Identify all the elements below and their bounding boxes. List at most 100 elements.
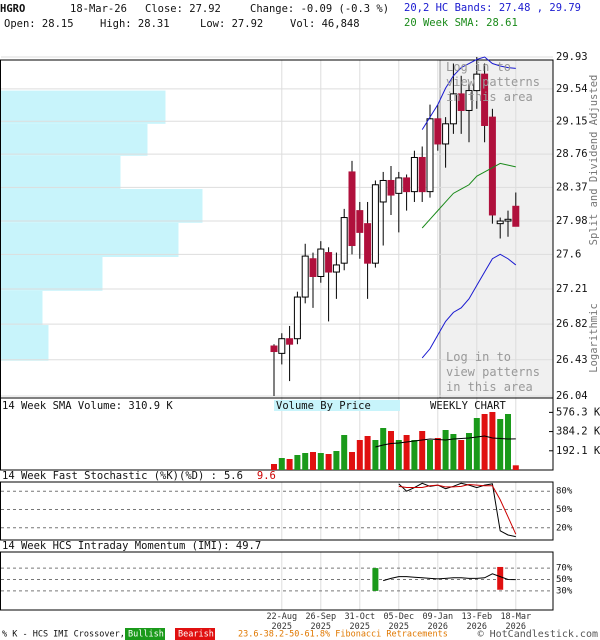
candle-body <box>426 118 434 193</box>
band-upper <box>421 56 516 130</box>
x-tick-label: 09-Jan 2026 <box>422 612 454 632</box>
volume: Vol: 46,848 <box>290 18 360 30</box>
y-tick-label: 28.76 <box>556 148 588 160</box>
x-tick-label: 26-Sep 2025 <box>305 612 337 632</box>
pattern-notice: Log in to view patterns in this area <box>446 60 540 104</box>
y-tick-label: 70% <box>556 564 573 574</box>
candle-body <box>317 248 325 277</box>
candle-body <box>457 93 465 111</box>
x-tick-label: 18-Mar 2026 <box>500 612 532 632</box>
scale-label: Logarithmic <box>588 303 600 373</box>
candle-body <box>270 345 278 353</box>
legend-prefix: % K - HCS IMI Crossover, <box>2 630 125 640</box>
volume-bar <box>442 430 449 470</box>
candle-body <box>309 258 317 277</box>
volume-title: 14 Week SMA Volume: 310.9 K <box>2 400 173 412</box>
candle-body <box>442 123 450 145</box>
volume-bar <box>481 414 488 470</box>
date: 18-Mar-26 <box>70 3 127 15</box>
volume-bar <box>372 440 379 470</box>
y-axis-label: Split and Dividend Adjusted <box>588 75 600 246</box>
bearish-label: Bearish <box>178 630 214 640</box>
candle-body <box>434 118 442 145</box>
candle-body <box>356 210 364 233</box>
y-tick-label: 50% <box>556 505 573 515</box>
stoch-line <box>398 482 516 538</box>
candle-body <box>449 93 457 125</box>
pattern-notice: Log in to view patterns in this area <box>446 350 540 394</box>
bullish-label: Bullish <box>128 630 164 640</box>
candle-body <box>504 218 512 222</box>
vbp-label-bg <box>274 400 400 411</box>
candle-body <box>496 220 504 225</box>
candle-body <box>278 338 286 354</box>
x-tick-label: 22-Aug 2025 <box>266 612 298 632</box>
volume-bar <box>466 433 472 470</box>
stoch-line <box>398 483 517 535</box>
y-tick-label: 26.82 <box>556 318 588 330</box>
volume-bar <box>294 455 301 470</box>
low: Low: 27.92 <box>200 18 263 30</box>
volume-bar <box>271 464 277 470</box>
volume-bar <box>497 419 504 470</box>
volume-bar <box>434 438 441 470</box>
x-tick-label: 31-Oct 2025 <box>344 612 376 632</box>
volume-bar <box>333 451 340 470</box>
y-tick-label: 50% <box>556 575 573 585</box>
volume-sma-line <box>375 435 516 448</box>
candle-body <box>403 177 411 193</box>
stoch-d-last: 9.6 <box>257 470 276 482</box>
volume-bar <box>380 428 387 470</box>
high: High: 28.31 <box>100 18 170 30</box>
candle-body <box>340 217 348 264</box>
sma-line <box>421 162 516 229</box>
stoch-title: 14 Week Fast Stochastic (%K)(%D) : <box>2 470 217 482</box>
pattern-region <box>439 59 554 399</box>
volume-bar <box>286 459 293 470</box>
volume-by-price-bar <box>0 90 166 124</box>
y-tick-label: 26.04 <box>556 390 588 402</box>
volume-bar <box>505 414 511 470</box>
volume-bar <box>302 453 309 470</box>
candle-body <box>418 156 426 193</box>
volume-bar <box>512 465 519 470</box>
bearish-marker <box>497 566 504 590</box>
volume-by-price-bar <box>0 123 148 156</box>
volume-bar <box>427 440 433 470</box>
bullish-marker <box>372 568 379 591</box>
x-tick-label: 13-Feb 2026 <box>461 612 493 632</box>
volume-bar <box>458 440 465 470</box>
volume-bar <box>489 412 496 470</box>
candle-body <box>348 171 356 247</box>
volume-bar <box>411 440 418 470</box>
volume-bar <box>403 435 410 470</box>
y-tick-label: 27.6 <box>556 248 581 260</box>
volume-bar <box>341 435 348 470</box>
candle-body <box>293 296 301 340</box>
candle-body <box>364 223 372 264</box>
candle-body <box>395 177 403 194</box>
y-tick-label: 28.37 <box>556 181 588 193</box>
weekly-label: WEEKLY CHART <box>430 400 507 412</box>
candle-body <box>371 184 379 264</box>
panel-frame <box>0 481 554 541</box>
volume-bar <box>349 452 355 470</box>
volume-bar <box>317 453 324 470</box>
y-tick-label: 20% <box>556 523 573 533</box>
candle-body <box>512 205 520 227</box>
y-tick-label: 30% <box>556 586 573 596</box>
sma-legend: 20 Week SMA: 28.61 <box>404 17 518 29</box>
volume-bar <box>325 454 332 470</box>
volume-bar <box>356 440 363 470</box>
imi-title: 14 Week HCS Intraday Momentum (IMI): 49.… <box>2 540 261 552</box>
x-tick-label: 05-Dec 2025 <box>383 612 415 632</box>
volume-bar <box>419 431 426 470</box>
volume-by-price-bar <box>0 256 103 291</box>
close: Close: 27.92 <box>145 3 221 15</box>
candle-body <box>301 255 309 298</box>
bearish-swatch <box>175 628 215 640</box>
candle-body <box>465 90 473 111</box>
bullish-swatch <box>125 628 165 640</box>
y-tick-label: 29.93 <box>556 51 588 63</box>
stoch-k-last: 5.6 <box>224 470 243 482</box>
